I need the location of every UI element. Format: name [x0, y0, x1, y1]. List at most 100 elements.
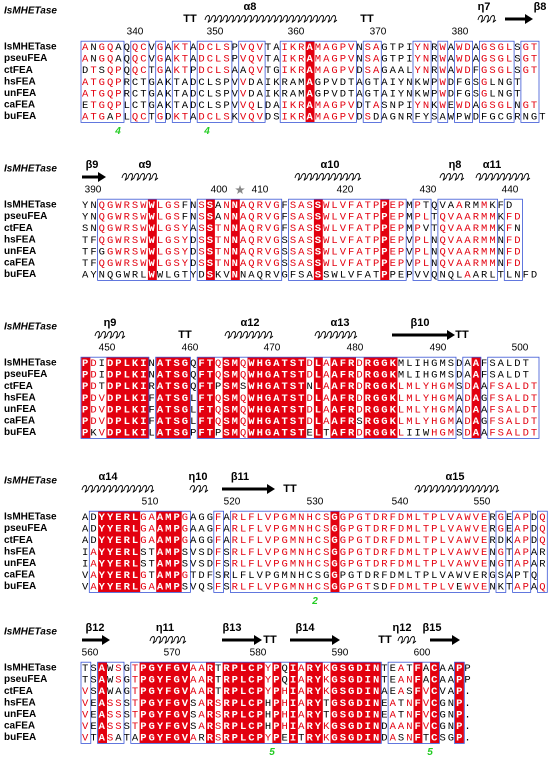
residue: A	[531, 581, 539, 593]
sequence: TSAWSGTPGYFGVAARTRPLCPYPQIARYKGSGDINTEAN…	[82, 674, 473, 686]
residue: M	[406, 512, 414, 524]
residue: L	[240, 721, 248, 733]
residue: S	[489, 53, 497, 65]
residue: D	[514, 235, 522, 247]
residue: G	[439, 393, 447, 405]
residue: N	[298, 558, 306, 570]
residue: E	[481, 558, 489, 570]
residue: D	[190, 88, 198, 100]
identity-bg	[139, 662, 149, 744]
residue: S	[198, 246, 206, 258]
residue: K	[498, 581, 506, 593]
residue: R	[489, 535, 497, 547]
residue: P	[223, 88, 231, 100]
residue: G	[265, 358, 273, 370]
residue: G	[431, 358, 439, 370]
residue: G	[331, 100, 339, 112]
residue: S	[323, 535, 331, 547]
residue: A	[390, 698, 398, 710]
residue: L	[240, 674, 248, 686]
residue: R	[306, 663, 314, 675]
residue: A	[157, 535, 165, 547]
residue: K	[215, 269, 223, 281]
residue: D	[107, 416, 115, 428]
residue: D	[365, 570, 373, 582]
residue: W	[248, 416, 256, 428]
residue: G	[464, 77, 472, 89]
residue: H	[431, 381, 439, 393]
residue: G	[273, 211, 281, 223]
residue: R	[306, 674, 314, 686]
residue: A	[82, 523, 90, 535]
residue: V	[190, 558, 198, 570]
residue: M	[165, 581, 173, 593]
residue: T	[365, 246, 373, 258]
residue: W	[439, 77, 447, 89]
residue: W	[149, 200, 157, 212]
helix	[477, 15, 497, 23]
residue: G	[373, 393, 381, 405]
identity-bg	[156, 662, 166, 744]
residue: P	[456, 674, 464, 686]
position-number: 390	[85, 185, 102, 196]
residue: K	[90, 427, 98, 439]
residue: N	[298, 512, 306, 524]
structure-label: TT	[263, 634, 277, 646]
sequence: IAYYERLSTAMPSVSDFSRLFLVPGMNHCSGGPGTDRFDM…	[82, 547, 548, 559]
residue: S	[190, 709, 198, 721]
residue: Q	[99, 235, 107, 247]
residue: G	[99, 53, 107, 65]
residue: R	[365, 358, 373, 370]
residue: S	[223, 369, 231, 381]
strand-head	[452, 635, 460, 645]
residue: C	[431, 663, 439, 675]
residue: T	[298, 416, 306, 428]
residue: P	[82, 369, 90, 381]
sequence-name: caFEA	[4, 258, 35, 269]
residue: P	[273, 686, 281, 698]
residue: V	[190, 547, 198, 559]
residue: T	[207, 416, 215, 428]
residue: F	[489, 416, 497, 428]
sequence: ADYYERLGAAMPGAAGFARLFLVPGMNHCSGGPGTDRFDM…	[82, 523, 548, 535]
residue: F	[198, 358, 206, 370]
residue: S	[215, 77, 223, 89]
residue: A	[356, 246, 364, 258]
residue: E	[506, 512, 514, 524]
residue: S	[489, 358, 497, 370]
residue: S	[340, 732, 348, 744]
residue: D	[207, 547, 215, 559]
residue: L	[140, 269, 148, 281]
residue: N	[406, 721, 414, 733]
residue: A	[198, 523, 206, 535]
residue: A	[223, 523, 231, 535]
residue: N	[423, 65, 431, 77]
residue: Q	[240, 393, 248, 405]
residue: Q	[215, 416, 223, 428]
residue: K	[390, 416, 398, 428]
residue: Q	[107, 269, 115, 281]
helix	[414, 485, 500, 493]
residue: R	[298, 100, 306, 112]
residue: W	[456, 42, 464, 54]
residue: E	[481, 547, 489, 559]
residue: W	[107, 663, 115, 675]
sequence-name: hsFEA	[4, 234, 36, 245]
residue: S	[290, 235, 298, 247]
residue: T	[165, 358, 173, 370]
residue: R	[124, 211, 132, 223]
sequence: VTASATAPGYFGVARRSRPLCPYPEITRYKGSGDINDASN…	[82, 732, 473, 744]
residue: I	[99, 369, 107, 381]
residue: F	[215, 581, 223, 593]
residue: E	[381, 698, 389, 710]
residue: W	[149, 258, 157, 270]
sequence: PDVDPLKIFATSGLFTQSMQWHGATSTDLAAFRSRGGKLM…	[82, 416, 539, 428]
residue: D	[464, 404, 472, 416]
residue: Q	[99, 200, 107, 212]
residue: N	[356, 42, 364, 54]
residue: G	[506, 88, 514, 100]
residue: G	[140, 535, 148, 547]
residue: P	[273, 547, 281, 559]
residue: V	[448, 223, 456, 235]
residue: A	[240, 246, 248, 258]
